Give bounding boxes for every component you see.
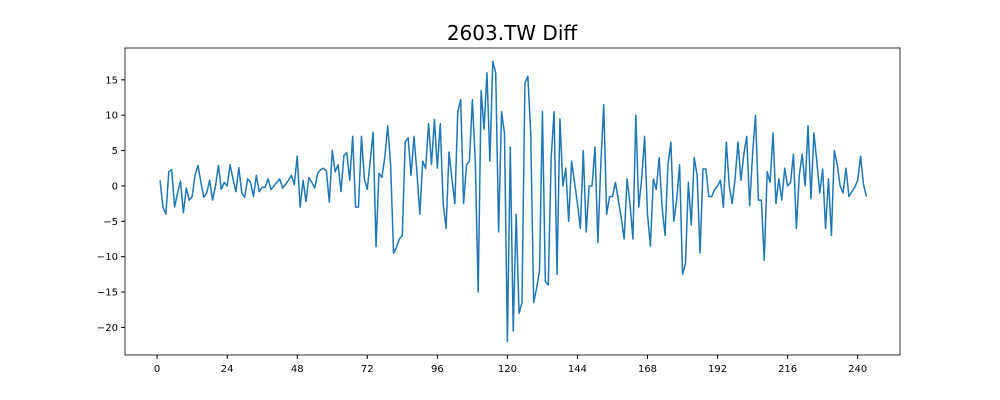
data-line — [159, 60, 868, 343]
x-tick-label: 24 — [221, 364, 234, 375]
x-tick-label: 216 — [778, 364, 797, 375]
y-tick-label: −20 — [97, 323, 118, 334]
y-tick-label: −10 — [97, 252, 118, 263]
y-tick-label: 15 — [105, 75, 118, 86]
y-tick-label: −15 — [97, 288, 118, 299]
plot-frame — [124, 47, 901, 356]
x-tick-label: 72 — [361, 364, 374, 375]
y-tick-label: 0 — [112, 181, 118, 192]
x-tick-label: 168 — [638, 364, 657, 375]
y-tick-label: −5 — [103, 217, 118, 228]
x-tick-label: 144 — [568, 364, 587, 375]
x-tick-label: 240 — [848, 364, 867, 375]
x-tick-label: 120 — [498, 364, 517, 375]
x-tick-label: 0 — [154, 364, 160, 375]
chart-title: 2603.TW Diff — [447, 21, 579, 45]
x-tick-label: 192 — [708, 364, 727, 375]
y-tick-label: 5 — [112, 146, 118, 157]
x-tick-label: 48 — [291, 364, 304, 375]
y-tick-label: 10 — [105, 111, 118, 122]
x-tick-label: 96 — [431, 364, 444, 375]
